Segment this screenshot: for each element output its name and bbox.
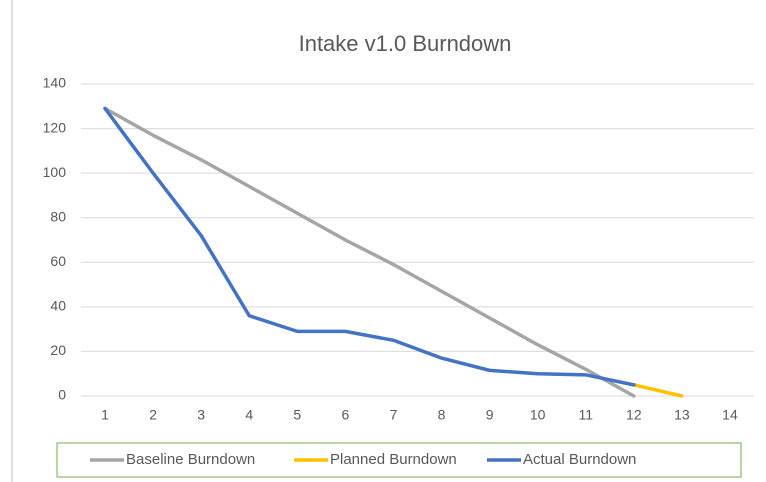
x-tick-label: 8 [438, 407, 446, 423]
y-tick-label: 40 [50, 298, 66, 314]
x-tick-label: 2 [149, 407, 157, 423]
y-tick-label: 140 [43, 75, 67, 91]
x-tick-label: 11 [578, 407, 593, 423]
series-line [103, 106, 636, 387]
x-tick-label: 1 [101, 407, 109, 423]
x-tick-label: 10 [530, 407, 546, 423]
legend-label: Planned Burndown [330, 451, 457, 468]
x-tick-label: 6 [341, 407, 349, 423]
series-line [632, 383, 684, 398]
chart-title: Intake v1.0 Burndown [299, 31, 512, 56]
x-tick-label: 5 [293, 407, 301, 423]
x-tick-label: 7 [390, 407, 398, 423]
x-tick-label: 9 [486, 407, 494, 423]
y-tick-label: 120 [43, 119, 67, 135]
legend-label: Baseline Burndown [126, 451, 255, 468]
x-tick-label: 3 [197, 407, 205, 423]
y-tick-label: 60 [50, 253, 66, 269]
y-tick-label: 20 [50, 342, 66, 358]
x-tick-label: 12 [626, 407, 642, 423]
y-tick-label: 80 [50, 208, 66, 224]
x-tick-label: 4 [245, 407, 253, 423]
series-line [103, 106, 636, 398]
legend-label: Actual Burndown [523, 451, 636, 468]
legend-box [56, 442, 742, 478]
x-tick-label: 13 [674, 407, 690, 423]
x-tick-label: 14 [722, 407, 738, 423]
y-tick-label: 100 [43, 164, 67, 180]
y-tick-label: 0 [58, 387, 66, 403]
